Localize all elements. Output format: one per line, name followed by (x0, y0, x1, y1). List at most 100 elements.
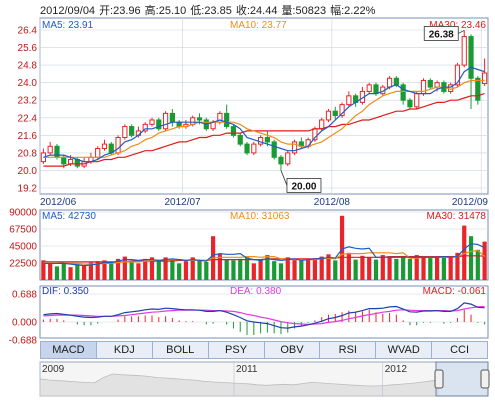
volume-bar (387, 257, 392, 280)
close-label: 收: (235, 5, 250, 17)
navigator-left-handle[interactable] (434, 369, 444, 389)
volume-bar (54, 266, 60, 280)
volume-bar (170, 259, 175, 280)
low-value: 23.85 (204, 5, 232, 17)
volume-bar (339, 215, 345, 280)
volume-bar (312, 258, 318, 280)
indicator-tabs: MACD KDJ BOLL PSY OBV RSI WVAD CCI (40, 341, 488, 359)
price-ytick: 21.6 (18, 131, 38, 142)
volume-bar (238, 258, 243, 280)
candle-body (169, 112, 175, 123)
candle-body (244, 143, 250, 154)
candle-body (149, 119, 155, 125)
price-legend-0: MA5: 23.91 (42, 20, 94, 31)
volume-legend-0: MA5: 42730 (42, 211, 96, 222)
macd-ytick: 0.688 (12, 290, 37, 301)
volume-ma10-line (43, 249, 485, 265)
volume-ytick: 45000 (9, 242, 37, 253)
volume-bar (265, 255, 270, 280)
volume-bar (407, 258, 413, 280)
tab-macd[interactable]: MACD (41, 342, 97, 358)
annotation-leader (458, 30, 465, 34)
volume-bar (136, 263, 141, 280)
candle-body (237, 134, 243, 145)
volume-bar (272, 261, 277, 280)
candle-body (122, 126, 128, 139)
high-annotation: 26.38 (429, 29, 454, 40)
volume-panel-frame (39, 209, 489, 281)
volume-bar (353, 259, 358, 280)
candle-body (407, 99, 413, 108)
candle-body (468, 36, 474, 79)
volume-bar (149, 257, 155, 280)
volume-bar (183, 261, 189, 280)
tab-kdj[interactable]: KDJ (97, 342, 153, 358)
volume-bar (394, 258, 399, 280)
navigator-area (39, 373, 439, 397)
change-value: 2.22% (344, 5, 376, 17)
volume-legend-2: MA30: 31478 (427, 211, 487, 222)
volume-bar (82, 265, 87, 280)
price-xtick: 2012/06 (40, 197, 77, 208)
open-value: 23.96 (113, 5, 141, 17)
navigator-selection[interactable] (435, 361, 489, 397)
price-legend-1: MA10: 23.77 (230, 20, 287, 31)
tab-wvad[interactable]: WVAD (376, 342, 433, 358)
candle-body (434, 82, 440, 88)
volume-bar (88, 262, 94, 280)
macd-legend-0: DIF: 0.350 (42, 286, 89, 297)
candle-body (61, 156, 67, 165)
volume-bar (482, 241, 487, 280)
price-ytick: 19.2 (18, 184, 38, 195)
tab-psy[interactable]: PSY (209, 342, 265, 358)
candle-body (271, 141, 277, 158)
tab-rsi[interactable]: RSI (320, 342, 377, 358)
low-annotation: 20.00 (291, 181, 316, 192)
candle-body (95, 148, 101, 158)
price-ytick: 26.4 (18, 26, 38, 37)
candle-body (319, 119, 325, 130)
candle-body (47, 145, 53, 154)
candle-body (400, 84, 406, 101)
annotation-leader (280, 170, 288, 186)
candle-body (346, 95, 352, 106)
volume-bar (95, 261, 100, 280)
volume-bar (421, 257, 426, 280)
quote-header: 2012/09/04 开:23.96 高:25.10 低:23.85 收:24.44 量:… (40, 2, 379, 18)
navigator-right-handle[interactable] (480, 369, 490, 389)
price-ytick: 24.0 (18, 78, 38, 89)
tab-obv[interactable]: OBV (265, 342, 321, 358)
volume-bar (333, 260, 338, 280)
candle-body (339, 104, 345, 117)
navigator-xtick: 2011 (236, 364, 258, 375)
tab-boll[interactable]: BOLL (153, 342, 209, 358)
price-ytick: 20.8 (18, 148, 38, 159)
navigator-xtick: 2009 (42, 364, 65, 375)
volume-bar (122, 256, 127, 280)
volume-bar (68, 267, 73, 280)
candle-body (475, 77, 481, 101)
candle-body (366, 84, 372, 92)
candle-body (285, 152, 291, 165)
volume-bar (326, 254, 331, 280)
volume-bar (129, 261, 134, 280)
candle-body (482, 72, 488, 85)
volume-legend-1: MA10: 31063 (230, 211, 290, 222)
navigator-xtick: 2012 (385, 364, 408, 375)
volume-bar (48, 261, 53, 280)
volume-bar (244, 257, 250, 280)
volume-bar (319, 256, 324, 280)
volume-ma5-line (43, 243, 485, 267)
volume-bar (292, 258, 297, 280)
volume-bar (455, 252, 460, 280)
candle-body (176, 121, 182, 128)
candle-body (101, 143, 108, 150)
candle-body (196, 117, 203, 121)
volume-bar (380, 255, 385, 280)
volume-bar (258, 260, 263, 280)
candle-body (332, 110, 338, 117)
tab-cci[interactable]: CCI (450, 344, 470, 356)
candle-body (162, 112, 169, 130)
